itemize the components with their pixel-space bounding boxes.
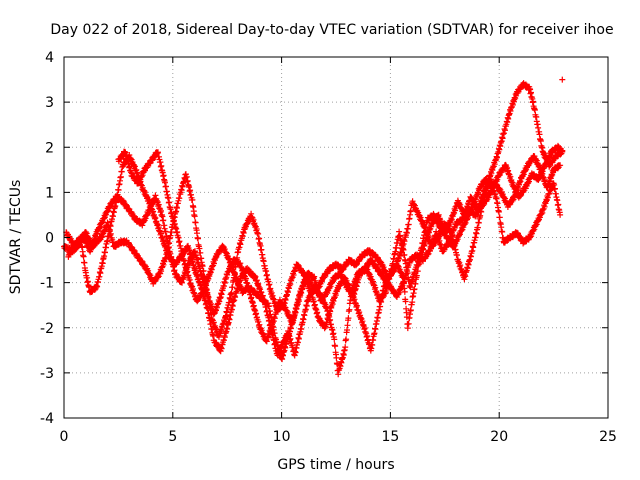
data-point-markers bbox=[63, 80, 566, 354]
y-axis-label: SDTVAR / TECUs bbox=[8, 180, 24, 295]
y-tick-label: -3 bbox=[40, 366, 54, 382]
x-tick-label: 0 bbox=[60, 429, 69, 445]
chart-title: Day 022 of 2018, Sidereal Day-to-day VTE… bbox=[50, 22, 613, 38]
y-tick-label: 4 bbox=[45, 50, 54, 66]
y-tick-label: 2 bbox=[45, 140, 54, 156]
y-tick-label: -4 bbox=[40, 411, 54, 427]
series-track-3 bbox=[65, 171, 564, 340]
grid bbox=[64, 57, 608, 418]
y-tick-label: 1 bbox=[45, 185, 54, 201]
data-point-markers bbox=[115, 76, 566, 363]
axis-ticks bbox=[63, 56, 609, 419]
x-tick-label: 25 bbox=[599, 429, 617, 445]
x-tick-labels: 0 5 10 15 20 25 bbox=[60, 429, 617, 445]
x-tick-label: 10 bbox=[273, 429, 291, 445]
data-point-markers bbox=[65, 171, 564, 340]
y-tick-label: -1 bbox=[40, 276, 54, 292]
y-tick-labels: -4 -3 -2 -1 0 1 2 3 4 bbox=[40, 50, 54, 427]
series-track-2 bbox=[63, 80, 566, 354]
x-tick-label: 5 bbox=[168, 429, 177, 445]
data-marks bbox=[61, 76, 566, 378]
series-track-4 bbox=[115, 76, 566, 363]
y-tick-label: 0 bbox=[45, 231, 54, 247]
x-tick-label: 20 bbox=[490, 429, 508, 445]
x-tick-label: 15 bbox=[381, 429, 399, 445]
y-tick-label: 3 bbox=[45, 95, 54, 111]
x-axis-label: GPS time / hours bbox=[277, 457, 394, 473]
y-tick-label: -2 bbox=[40, 321, 54, 337]
